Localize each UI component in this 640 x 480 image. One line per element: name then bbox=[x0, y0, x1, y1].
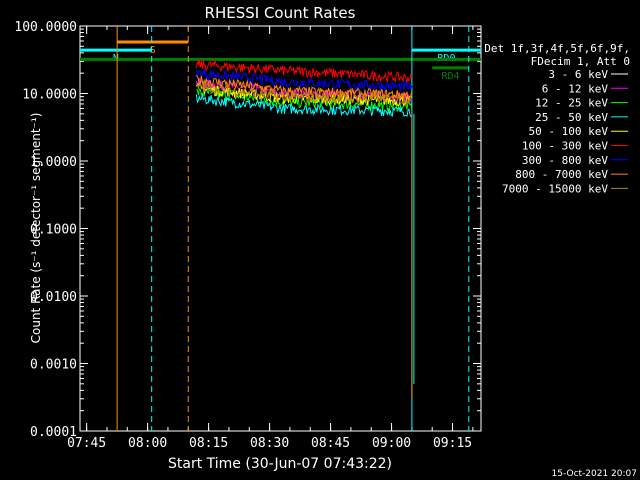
legend-entry-label: 6 - 12 keV bbox=[542, 82, 609, 95]
series-line bbox=[195, 86, 413, 122]
chart-title: RHESSI Count Rates bbox=[205, 4, 356, 22]
x-tick-label: 07:45 bbox=[67, 436, 106, 451]
vertical-markers bbox=[116, 26, 470, 431]
y-tick-label: 1.0000 bbox=[30, 155, 77, 170]
legend-entry-label: 25 - 50 keV bbox=[535, 111, 608, 124]
series-line bbox=[196, 82, 413, 106]
x-tick-label: 09:15 bbox=[433, 436, 472, 451]
annotation-label: S bbox=[150, 45, 156, 56]
y-axis-label: Count Rate (s⁻¹ detector⁻¹ segment⁻¹) bbox=[29, 113, 43, 344]
series-line bbox=[195, 59, 413, 84]
series-line bbox=[195, 74, 413, 101]
y-axis: 0.0001 0.0010 0.0100 0.1000 1.0000 10.0000 100… bbox=[14, 20, 481, 440]
x-tick-label: 08:30 bbox=[250, 436, 289, 451]
legend-entry-label: 50 - 100 keV bbox=[529, 125, 609, 138]
legend-entry-label: 800 - 7000 keV bbox=[515, 168, 608, 181]
series-group bbox=[195, 59, 415, 399]
legend: Det 1f,3f,4f,5f,6f,9f,FDecim 1, Att 03 -… bbox=[484, 42, 630, 195]
series-line bbox=[195, 69, 413, 92]
x-tick-label: 08:00 bbox=[128, 436, 167, 451]
series-line bbox=[195, 94, 413, 118]
y-tick-label: 0.0010 bbox=[30, 358, 77, 373]
y-tick-label: 100.0000 bbox=[14, 20, 77, 35]
y-tick-label: 0.0001 bbox=[30, 425, 77, 440]
legend-header-line: Det 1f,3f,4f,5f,6f,9f, bbox=[484, 42, 630, 55]
series-line bbox=[195, 82, 413, 108]
annotation-bars: SNRD0RD4 bbox=[80, 40, 481, 82]
y-tick-label: 0.1000 bbox=[30, 223, 77, 238]
x-tick-label: 09:00 bbox=[372, 436, 411, 451]
x-axis: 07:45 08:00 08:15 08:30 08:45 09:00 09:15 bbox=[67, 26, 474, 451]
footer-date: 15-Oct-2021 20:07 bbox=[552, 469, 637, 479]
series-line bbox=[195, 78, 413, 104]
legend-entry-label: 7000 - 15000 keV bbox=[502, 182, 608, 195]
legend-entry-label: 3 - 6 keV bbox=[548, 68, 608, 81]
y-tick-label: 0.0100 bbox=[30, 290, 77, 305]
legend-entry-label: 12 - 25 keV bbox=[535, 97, 608, 110]
y-tick-label: 10.0000 bbox=[22, 88, 77, 103]
x-tick-label: 08:45 bbox=[311, 436, 350, 451]
annotation-label: RD4 bbox=[441, 71, 459, 82]
legend-entry-label: 300 - 800 keV bbox=[522, 154, 608, 167]
x-tick-label: 08:15 bbox=[189, 436, 228, 451]
legend-entry-label: 100 - 300 keV bbox=[522, 140, 608, 153]
legend-header-line: FDecim 1, Att 0 bbox=[531, 55, 630, 68]
x-axis-label: Start Time (30-Jun-07 07:43:22) bbox=[168, 456, 392, 472]
